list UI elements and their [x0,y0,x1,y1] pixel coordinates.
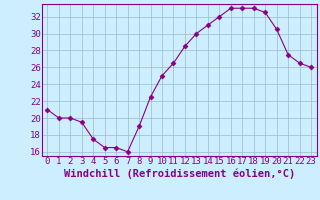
X-axis label: Windchill (Refroidissement éolien,°C): Windchill (Refroidissement éolien,°C) [64,168,295,179]
